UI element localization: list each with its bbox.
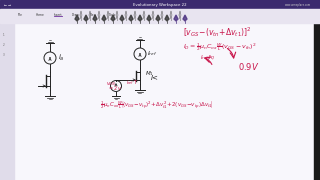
Polygon shape <box>111 15 115 21</box>
Text: Draw: Draw <box>72 13 80 17</box>
Bar <box>314 23 320 180</box>
Text: Insert: Insert <box>54 13 63 17</box>
Polygon shape <box>75 15 79 21</box>
Text: $i_a$: $i_a$ <box>58 53 65 63</box>
Text: Tools: Tools <box>108 13 115 17</box>
Polygon shape <box>138 15 142 21</box>
Polygon shape <box>165 15 169 21</box>
Text: File: File <box>18 13 23 17</box>
Text: ← →: ← → <box>4 3 11 6</box>
Text: $I\!\!<$: $I\!\!<$ <box>150 73 158 82</box>
Text: View: View <box>90 13 97 17</box>
Text: 3: 3 <box>3 53 5 57</box>
Text: www.someplace.com: www.someplace.com <box>285 3 311 6</box>
Polygon shape <box>102 15 106 21</box>
Text: Evolutionary Workspace 22: Evolutionary Workspace 22 <box>133 3 187 6</box>
Polygon shape <box>84 15 88 21</box>
Text: Home: Home <box>36 13 45 17</box>
Bar <box>0 0 320 9</box>
Text: 1: 1 <box>3 33 5 37</box>
Text: $\left[v_{GS}\!-\!(v_{tn}\!+\!\Delta v_{t1})\right]^{2}$: $\left[v_{GS}\!-\!(v_{tn}\!+\!\Delta v_{… <box>183 25 252 39</box>
Text: $i_{ref}$ T: $i_{ref}$ T <box>126 78 139 87</box>
Polygon shape <box>93 15 97 21</box>
Polygon shape <box>156 15 160 21</box>
Text: $I_D = \frac{1}{2}\mu_n C_{ox}\frac{W}{L}(v_{GS}-v_{th})^2$: $I_D = \frac{1}{2}\mu_n C_{ox}\frac{W}{L… <box>183 41 257 53</box>
Text: $v_{GSI}$: $v_{GSI}$ <box>106 80 116 88</box>
Polygon shape <box>129 15 133 21</box>
Bar <box>14 23 314 180</box>
Bar <box>0 23 14 180</box>
Text: $I_{ref}$: $I_{ref}$ <box>147 50 157 59</box>
Polygon shape <box>183 15 187 21</box>
Text: $\frac{1}{2}\mu_n C_{ox}\frac{W}{L}\!\left[\!(v_{GS}\!-\!v_{tp})^2\!+\!\Delta v_: $\frac{1}{2}\mu_n C_{ox}\frac{W}{L}\!\le… <box>100 99 213 111</box>
Bar <box>0 9 320 23</box>
Polygon shape <box>174 15 178 21</box>
Text: $M_1$: $M_1$ <box>145 69 154 78</box>
Polygon shape <box>147 15 151 21</box>
Text: 2: 2 <box>3 43 5 47</box>
Text: $0.9V$: $0.9V$ <box>238 60 260 71</box>
Text: $I_{ref}/I_Q$: $I_{ref}/I_Q$ <box>200 53 215 63</box>
Polygon shape <box>120 15 124 21</box>
Text: $= 2v$: $= 2v$ <box>108 84 122 92</box>
